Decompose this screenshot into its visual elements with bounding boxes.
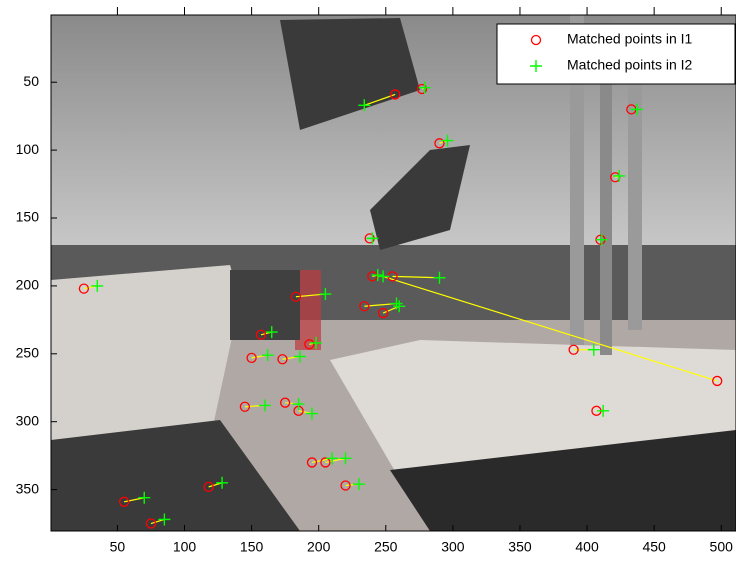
x-tick-label: 350 [508, 539, 532, 555]
point [319, 288, 332, 301]
y-tick-label: 250 [16, 344, 40, 360]
x-tick-label: 150 [240, 539, 264, 555]
match-line [382, 275, 718, 382]
point [390, 297, 403, 310]
point [377, 270, 390, 283]
point [145, 518, 157, 529]
legend-box [496, 23, 736, 85]
legend-label: Matched points in I2 [567, 57, 693, 73]
point [367, 271, 378, 282]
y-tick-label: 50 [23, 73, 39, 89]
point [290, 291, 302, 302]
x-tick-label: 250 [374, 539, 398, 555]
point [118, 496, 130, 507]
point [340, 480, 351, 491]
point [595, 233, 608, 246]
y-tick-label: 150 [16, 209, 40, 225]
legend-marker [530, 60, 542, 72]
point [265, 326, 278, 339]
point [630, 103, 643, 116]
point [306, 457, 318, 468]
point [304, 339, 315, 350]
x-tick-label: 300 [441, 539, 465, 555]
point [277, 354, 288, 365]
y-tick-label: 300 [16, 412, 40, 428]
point [597, 404, 610, 417]
x-tick-label: 50 [110, 539, 126, 555]
point [138, 491, 151, 504]
photo-background [51, 15, 736, 531]
point [292, 398, 305, 411]
y-tick-label: 350 [16, 480, 40, 496]
match-line [392, 275, 440, 279]
legend-marker [530, 34, 542, 46]
point [359, 301, 370, 312]
x-tick-label: 100 [173, 539, 197, 555]
point [366, 232, 379, 245]
point [305, 407, 318, 420]
point [255, 329, 267, 340]
y-tick-label: 100 [16, 141, 40, 157]
match-line [364, 93, 396, 106]
point [358, 99, 371, 112]
point [613, 169, 626, 182]
point [310, 336, 323, 349]
legend-label: Matched points in I1 [567, 31, 693, 47]
point [91, 279, 104, 292]
point [390, 89, 401, 100]
x-tick-label: 450 [642, 539, 666, 555]
point [216, 476, 229, 489]
point [293, 350, 306, 363]
point [78, 283, 90, 294]
point [433, 271, 446, 284]
point [377, 307, 389, 319]
axes-box [50, 14, 736, 532]
point [568, 344, 579, 355]
point [416, 83, 428, 95]
point [587, 343, 600, 356]
point [712, 375, 723, 387]
y-tick-label: 200 [16, 277, 40, 293]
point [259, 399, 272, 412]
x-tick-label: 400 [575, 539, 599, 555]
point [339, 452, 352, 465]
point [393, 300, 406, 313]
point [441, 134, 454, 147]
point [246, 352, 257, 364]
point [352, 478, 365, 491]
point [158, 513, 171, 526]
point [418, 81, 431, 94]
point [279, 397, 291, 408]
point [320, 457, 331, 468]
point [203, 481, 214, 493]
point [326, 452, 339, 465]
point [371, 269, 384, 282]
point [261, 349, 274, 362]
legend: Matched points in I1 Matched points in I2 [496, 23, 736, 85]
point [239, 401, 251, 412]
x-tick-label: 200 [307, 539, 331, 555]
point [434, 138, 445, 149]
x-tick-label: 500 [710, 539, 734, 555]
